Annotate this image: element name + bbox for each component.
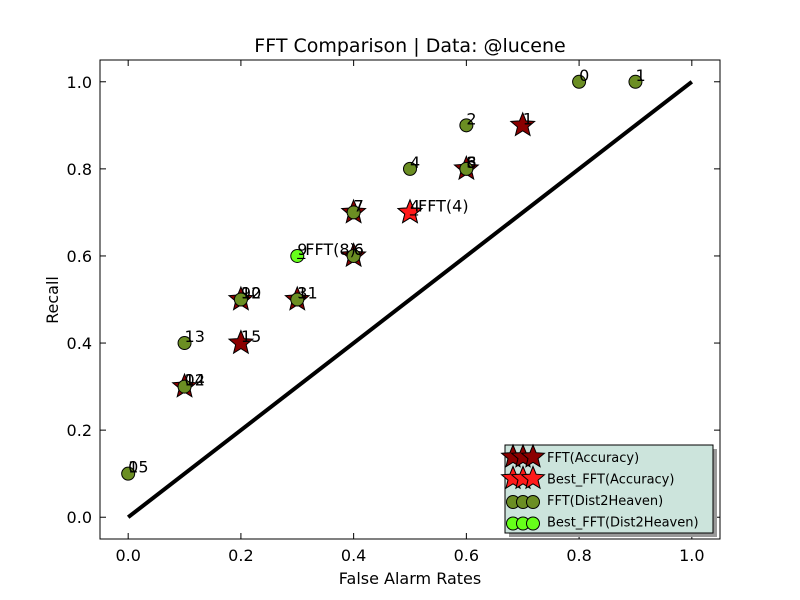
x-tick-label-0: 0.0 <box>115 546 140 565</box>
legend-entry-0: FFT(Accuracy) <box>547 451 639 466</box>
circle-marker-s2-5 <box>346 205 361 220</box>
y-tick-label-1: 0.2 <box>67 421 92 440</box>
y-tick-label-5: 1.0 <box>67 73 92 92</box>
legend: FFT(Accuracy) Best_FFT(Accuracy) FFT(Dist2… <box>500 443 717 537</box>
point-label-s1-0: _FFT(4) <box>409 196 469 216</box>
y-tick-label-4: 0.8 <box>67 160 92 179</box>
legend-entry-2: FFT(Dist2Heaven) <box>547 494 663 509</box>
star-marker-s1-0 <box>396 198 424 224</box>
y-tick-label-3: 0.6 <box>67 247 92 266</box>
point-label-s2-4: 6 <box>466 153 476 172</box>
legend-box <box>504 444 714 534</box>
circle-marker-s3-0 <box>290 248 305 263</box>
legend-entry-1: Best_FFT(Accuracy) <box>547 473 674 488</box>
star-marker-s0-7 <box>227 329 255 355</box>
legend-entry-3: Best_FFT(Dist2Heaven) <box>547 516 699 531</box>
y-axis-label: Recall <box>43 276 62 324</box>
legend-circle-marker-2-2 <box>526 495 540 509</box>
legend-circle-marker-3-2 <box>526 516 540 531</box>
point-label-s3-0: _FFT(8) <box>296 240 356 260</box>
point-label-s2-0: 0 <box>579 66 589 85</box>
star-marker-s0-0 <box>509 111 536 137</box>
point-label-s0-4: 6 <box>354 240 364 259</box>
legend-star-marker-0-2 <box>520 443 546 468</box>
circle-marker-s2-2 <box>459 118 474 133</box>
circle-marker-s2-6 <box>346 248 361 263</box>
point-label-s2-11: 15 <box>128 458 148 477</box>
x-tick-label-4: 0.8 <box>566 546 591 565</box>
y-tick-label-0: 0.0 <box>67 508 92 527</box>
point-label-s2-6: 6 <box>354 240 364 259</box>
x-tick-label-2: 0.4 <box>341 546 366 565</box>
diagonal-reference-line <box>126 80 694 519</box>
circle-marker-s2-3 <box>403 161 417 176</box>
point-label-s0-3: 7 <box>354 196 364 215</box>
y-tick-label-2: 0.4 <box>67 334 92 353</box>
point-label-s0-6: 10 <box>241 284 261 303</box>
point-label-s0-1: 3 <box>466 153 476 172</box>
stacked-label-4: 0 <box>128 458 138 477</box>
point-label-s0-5: 11 <box>297 284 317 303</box>
x-tick-label-1: 0.2 <box>228 546 253 565</box>
axis-ticks: 0.0 0.2 0.4 0.6 0.8 1.0 0.0 0.2 0.4 0.6 0.8 1.0 <box>67 60 720 565</box>
stacked-label-1: 9 <box>297 240 307 259</box>
circle-marker-s2-11 <box>121 466 136 481</box>
point-label-s2-3: 4 <box>410 153 420 172</box>
point-label-s2-1: 1 <box>635 66 645 85</box>
x-tick-label-5: 1.0 <box>679 546 704 565</box>
circle-marker-s2-7 <box>233 292 248 307</box>
x-tick-label-3: 0.6 <box>454 546 479 565</box>
circle-marker-s2-10 <box>177 379 192 394</box>
point-label-s2-8: 3 <box>297 284 307 303</box>
stacked-label-3: 0 <box>185 371 195 390</box>
point-label-s2-10: 14 <box>185 371 205 390</box>
circle-marker-s2-1 <box>628 74 643 89</box>
point-label-s2-9: 13 <box>185 327 205 346</box>
point-label-s0-0: 1 <box>523 109 533 128</box>
point-label-s0-7: 15 <box>241 327 261 346</box>
point-label-s2-7: 12 <box>241 284 261 303</box>
x-axis-label: False Alarm Rates <box>339 569 481 588</box>
chart-title: FFT Comparison | Data: @lucene <box>254 35 565 57</box>
point-label-s2-5: 7 <box>354 196 364 215</box>
legend-star-marker-1-2 <box>520 465 546 490</box>
stacked-label-2: 9 <box>241 284 251 303</box>
circle-marker-s2-4 <box>459 161 474 176</box>
point-label-s2-2: 2 <box>466 109 476 128</box>
stacked-label-0: 8 <box>466 153 476 172</box>
point-label-s0-8: 12 <box>185 371 205 390</box>
plot-frame <box>99 59 721 540</box>
point-label-s0-2: 4 <box>410 196 420 215</box>
circle-marker-s2-8 <box>290 292 305 307</box>
circle-marker-s2-0 <box>572 74 587 89</box>
circle-marker-s2-9 <box>177 336 192 351</box>
